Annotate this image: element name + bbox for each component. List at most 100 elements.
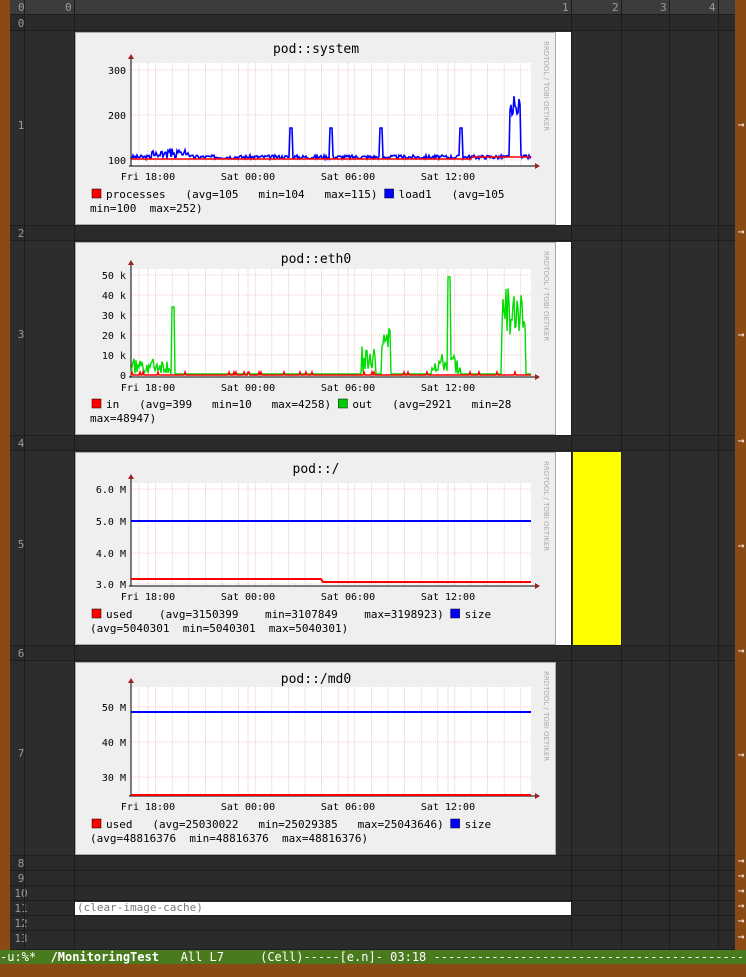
- x-tick-label: Fri 18:00: [121, 172, 175, 183]
- x-tick-label: Sat 06:00: [321, 592, 375, 603]
- column-header-1[interactable]: 1: [562, 1, 569, 14]
- spreadsheet-grid[interactable]: 0 0 1 2 3 4 0 1 2 3 4 5 6 7 8 9 10 11 12…: [10, 0, 735, 950]
- column-divider: [571, 0, 572, 950]
- legend-text: used (avg=3150399 min=3107849 max=319892…: [106, 608, 444, 621]
- x-axis-arrow: [535, 583, 540, 589]
- y-tick-label: 100: [108, 156, 126, 167]
- row-number: 6: [17, 647, 25, 660]
- rrdtool-watermark: RRDTOOL / TOBI OETIKER: [542, 461, 550, 551]
- modeline-buffer-name[interactable]: /MonitoringTest: [50, 950, 159, 964]
- y-tick-label: 6.0 M: [96, 485, 126, 496]
- chart-panel-root: pod::/ RRDTOOL / TOBI OETIKER 6.0 M 5.0 M 4.…: [75, 452, 556, 645]
- series-in: [130, 369, 531, 378]
- y-tick-label: 50 k: [102, 271, 126, 282]
- x-tick-label: Sat 06:00: [321, 172, 375, 183]
- legend-swatch: [450, 818, 460, 829]
- y-tick-label: 50 M: [102, 703, 126, 714]
- x-tick-label: Sat 00:00: [221, 172, 275, 183]
- rrdtool-watermark: RRDTOOL / TOBI OETIKER: [542, 251, 550, 341]
- legend-text-line2: max=48947): [90, 412, 156, 425]
- y-tick-label: 30 M: [102, 773, 126, 784]
- column-header-3[interactable]: 3: [660, 1, 667, 14]
- column-divider: [74, 0, 75, 950]
- x-tick-label: Sat 12:00: [421, 592, 475, 603]
- column-header-4[interactable]: 4: [709, 1, 716, 14]
- legend-text: load1 (avg=105: [399, 188, 505, 201]
- y-axis-arrow: [128, 474, 134, 479]
- y-tick-label: 300: [108, 66, 126, 77]
- row-overflow-arrow: →: [737, 869, 745, 882]
- x-axis-arrow: [535, 374, 540, 380]
- legend-swatch: [91, 818, 102, 829]
- cell-white[interactable]: [556, 32, 571, 225]
- row-overflow-arrow: →: [737, 748, 745, 761]
- series-used: [131, 578, 531, 583]
- table-row[interactable]: 9: [10, 871, 735, 886]
- legend-text: out (avg=2921 min=28: [352, 398, 511, 411]
- chart-title: pod::eth0: [281, 252, 351, 267]
- y-axis-arrow: [128, 260, 134, 265]
- legend-swatch: [384, 188, 394, 199]
- row-number: 7: [17, 747, 25, 760]
- x-tick-label: Sat 12:00: [421, 802, 475, 813]
- cell-white[interactable]: [556, 452, 571, 645]
- row-number: 9: [17, 872, 25, 885]
- legend-text: in (avg=399 min=10 max=4258): [106, 398, 331, 411]
- x-axis-arrow: [535, 793, 540, 799]
- chart-system: pod::system RRDTOOL / TOBI OETIKER 3002001…: [90, 41, 550, 215]
- chart-panel-system: pod::system RRDTOOL / TOBI OETIKER 300 200 1…: [75, 32, 556, 225]
- y-tick-label: 3.0 M: [96, 580, 126, 591]
- plot-area: [131, 269, 531, 377]
- row-overflow-arrow: →: [737, 118, 745, 131]
- table-row[interactable]: 4: [10, 436, 735, 451]
- chart-title: pod::/md0: [281, 672, 351, 687]
- legend-text-line2: (avg=48816376 min=48816376 max=48816376): [90, 832, 368, 845]
- row-overflow-arrow: →: [737, 225, 745, 238]
- row-number: 12: [14, 917, 28, 930]
- series-processes: [131, 156, 531, 160]
- legend-swatch: [338, 398, 348, 409]
- cell-white[interactable]: [556, 242, 571, 435]
- column-header-row: 0 0 1 2 3 4: [10, 0, 735, 15]
- rrdtool-watermark: RRDTOOL / TOBI OETIKER: [542, 41, 550, 131]
- legend-text-line2: min=100 max=252): [90, 202, 203, 215]
- row-overflow-arrow: →: [737, 644, 745, 657]
- table-row[interactable]: 2: [10, 226, 735, 241]
- x-tick-label: Sat 12:00: [421, 383, 475, 394]
- table-row[interactable]: 10: [10, 886, 735, 901]
- minibuffer[interactable]: [0, 964, 746, 977]
- x-tick-label: Sat 12:00: [421, 172, 475, 183]
- row-number: 5: [17, 538, 25, 551]
- column-divider: [669, 0, 670, 950]
- y-tick-label: 200: [108, 111, 126, 122]
- series-out: [130, 276, 531, 377]
- table-row[interactable]: 8: [10, 856, 735, 871]
- x-tick-label: Sat 00:00: [221, 802, 275, 813]
- table-row[interactable]: 13: [10, 931, 735, 950]
- series-load1: [130, 96, 532, 162]
- y-tick-label: 4.0 M: [96, 549, 126, 560]
- y-tick-label: 30 k: [102, 311, 126, 322]
- modeline-flags: -u:%*: [0, 950, 51, 964]
- x-tick-label: Sat 00:00: [221, 592, 275, 603]
- column-header-a[interactable]: 0: [65, 1, 72, 14]
- rrdtool-watermark: RRDTOOL / TOBI OETIKER: [542, 671, 550, 761]
- table-row[interactable]: 6: [10, 646, 735, 661]
- table-row[interactable]: 12: [10, 916, 735, 931]
- x-tick-label: Fri 18:00: [121, 383, 175, 394]
- row-overflow-arrow: →: [737, 539, 745, 552]
- mode-line: -u:%* /MonitoringTest All L7 (Cell)-----…: [0, 950, 746, 964]
- table-row[interactable]: 0: [10, 15, 735, 31]
- x-tick-label: Sat 06:00: [321, 802, 375, 813]
- modeline-status: All L7 (Cell)-----[e.n]- 03:18 ---------…: [158, 950, 746, 964]
- highlighted-cell[interactable]: [573, 452, 621, 645]
- cell-formula-input[interactable]: (clear-image-cache): [75, 902, 571, 915]
- legend-swatch: [91, 608, 102, 619]
- chart-md0: pod::/md0 RRDTOOL / TOBI OETIKER 50 M40 M3…: [90, 671, 550, 845]
- row-number: 1: [17, 119, 25, 132]
- y-tick-label: 5.0 M: [96, 517, 126, 528]
- chart-eth0: pod::eth0 RRDTOOL / TOBI OETIKER 50 k40 k3…: [90, 251, 550, 425]
- row-header-corner: 0: [18, 1, 25, 14]
- column-header-2[interactable]: 2: [612, 1, 619, 14]
